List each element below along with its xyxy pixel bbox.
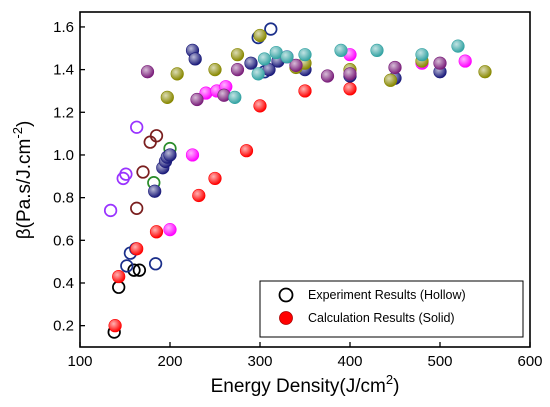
calculation-point xyxy=(217,88,231,102)
x-axis-title: Energy Density(J/cm2) xyxy=(211,372,400,397)
plot-frame xyxy=(79,11,531,348)
calculation-point xyxy=(433,56,447,70)
y-tick-label: 1.0 xyxy=(53,147,74,164)
calculation-point xyxy=(478,65,492,79)
calculation-point xyxy=(185,148,200,162)
y-axis: 0.2 0.4 0.6 0.8 1.0 1.2 1.4 1.6 xyxy=(53,19,85,335)
y-axis-title: β(Pa.s/J.cm-2) xyxy=(10,121,35,240)
experiment-point xyxy=(148,257,163,271)
x-tick-label: 600 xyxy=(517,353,542,370)
calculation-point xyxy=(451,39,465,53)
calculation-point xyxy=(388,60,402,75)
calculation-point xyxy=(140,65,155,79)
y-tick-label: 0.6 xyxy=(53,232,74,249)
y-tick-label: 0.8 xyxy=(53,190,74,207)
calculation-point xyxy=(251,67,265,81)
calculation-point xyxy=(163,148,177,162)
legend-box xyxy=(259,280,524,338)
y-tick-label: 1.2 xyxy=(53,104,74,121)
y-tick-label: 1.4 xyxy=(53,62,74,79)
legend-label-solid: Calculation Results (Solid) xyxy=(308,311,455,325)
calculation-point xyxy=(149,225,164,239)
calculation-point xyxy=(208,171,222,186)
experiment-point xyxy=(112,280,126,294)
y-tick-label: 1.6 xyxy=(53,19,74,36)
experiment-point xyxy=(120,259,134,273)
experiment-point xyxy=(130,120,144,134)
calculation-point xyxy=(334,43,348,58)
calculation-point xyxy=(370,43,384,58)
x-tick-label: 500 xyxy=(427,353,452,370)
experiment-point xyxy=(149,129,164,143)
calculation-point xyxy=(244,56,258,70)
experiment-point xyxy=(132,263,147,277)
data-points xyxy=(103,22,492,339)
calculation-point xyxy=(230,63,245,77)
legend-hollow-marker xyxy=(278,287,294,303)
legend-solid-marker xyxy=(279,311,293,325)
calculation-point xyxy=(257,52,272,66)
calculation-point xyxy=(280,50,294,64)
calculation-point xyxy=(298,48,312,62)
experiment-point xyxy=(264,22,278,36)
calculation-point xyxy=(163,223,177,237)
calculation-point xyxy=(253,28,267,43)
calculation-point xyxy=(415,48,429,62)
calculation-point xyxy=(239,144,254,158)
x-tick-label: 400 xyxy=(337,353,362,370)
calculation-point xyxy=(130,242,144,256)
calculation-point xyxy=(192,188,206,203)
calculation-point xyxy=(289,58,303,72)
experiment-point xyxy=(143,135,157,149)
calculation-point xyxy=(298,84,312,98)
calculation-point xyxy=(148,184,162,198)
calculation-point xyxy=(108,319,122,333)
legend: Experiment Results (Hollow) Calculation … xyxy=(259,280,524,338)
calculation-point xyxy=(343,67,357,81)
experiment-point xyxy=(130,201,144,215)
calculation-point xyxy=(188,52,202,66)
calculation-point xyxy=(170,67,184,81)
experiment-point xyxy=(127,263,141,277)
x-tick-label: 100 xyxy=(67,353,92,370)
experiment-point xyxy=(136,165,150,179)
y-tick-label: 0.2 xyxy=(53,318,74,335)
legend-label-hollow: Experiment Results (Hollow) xyxy=(308,288,466,302)
y-tick-label: 0.4 xyxy=(53,275,74,292)
calculation-point xyxy=(383,73,398,87)
calculation-point xyxy=(320,69,335,83)
calculation-point xyxy=(160,90,174,104)
x-tick-label: 200 xyxy=(157,353,182,370)
x-tick-label: 300 xyxy=(247,353,272,370)
calculation-point xyxy=(230,48,245,62)
calculation-point xyxy=(190,92,204,107)
calculation-point xyxy=(112,269,126,284)
calculation-point xyxy=(208,63,222,77)
experiment-point xyxy=(103,203,118,218)
calculation-point xyxy=(458,54,472,68)
calculation-point xyxy=(343,82,357,96)
calculation-point xyxy=(228,90,242,104)
experiment-point xyxy=(119,167,133,181)
x-axis: 100 200 300 400 500 600 xyxy=(67,342,543,370)
calculation-point xyxy=(253,99,267,113)
